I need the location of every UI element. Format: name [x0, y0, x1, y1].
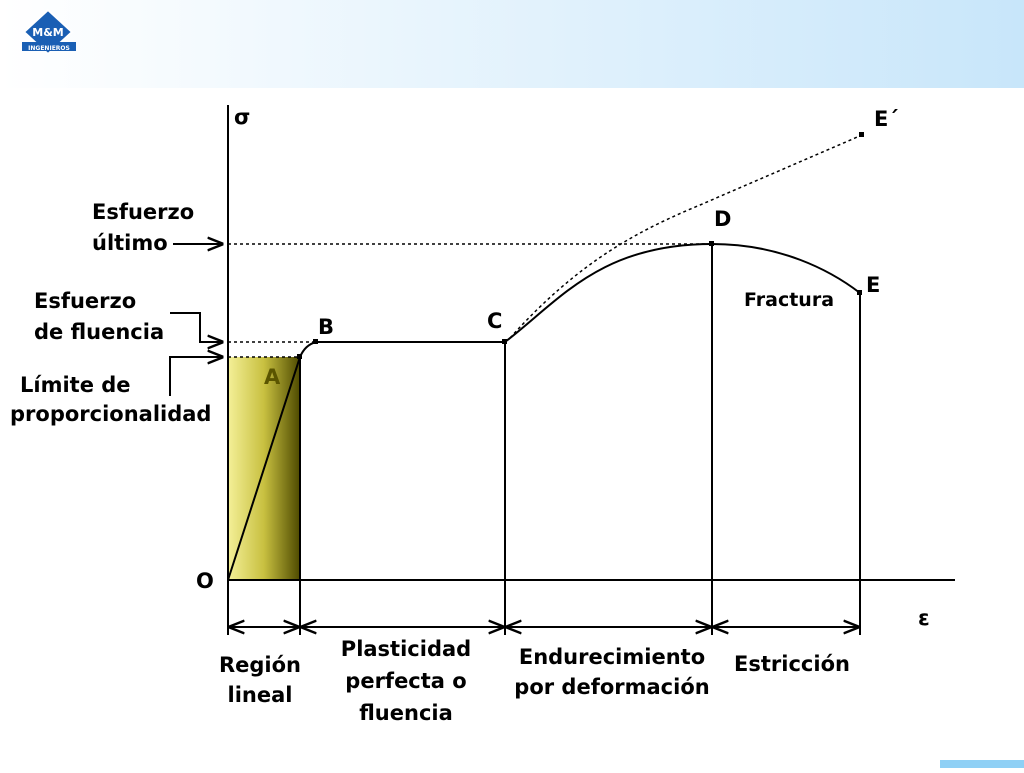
left-label: último — [92, 231, 168, 255]
x-axis-label: ε — [918, 606, 930, 630]
region-label: fluencia — [359, 701, 453, 725]
region-label: Estricción — [734, 652, 850, 676]
footer-bar — [940, 760, 1024, 768]
left-label: Esfuerzo — [34, 289, 136, 313]
point-label: D — [714, 207, 731, 231]
logo-text: M&M — [32, 26, 64, 39]
point-dots — [297, 132, 864, 359]
origin-label: O — [196, 569, 214, 593]
left-label: proporcionalidad — [10, 402, 211, 426]
axes — [227, 105, 955, 635]
region-label: lineal — [228, 683, 293, 707]
y-axis-label: σ — [234, 105, 250, 129]
region-label: por deformación — [514, 675, 709, 699]
region-dividers — [299, 244, 861, 635]
point-label: E — [866, 273, 880, 297]
true-stress-curve — [509, 134, 863, 339]
stress-strain-curve — [227, 242, 861, 581]
fracture-label: Fractura — [744, 289, 834, 311]
point-label: A — [264, 365, 281, 389]
point-label: B — [318, 315, 334, 339]
logo: M&M INGENIEROS — [22, 8, 76, 56]
label-arrows — [169, 244, 222, 396]
left-label: de fluencia — [34, 320, 164, 344]
region-label: Plasticidad — [341, 637, 471, 661]
region-label: perfecta o — [345, 669, 466, 693]
region-label: Endurecimiento — [519, 645, 705, 669]
point-label: E´ — [874, 107, 899, 131]
header — [0, 0, 1024, 88]
guide-lines — [228, 243, 712, 358]
left-label: Esfuerzo — [92, 200, 194, 224]
left-label: Límite de — [20, 373, 131, 397]
point-label: C — [487, 309, 502, 333]
logo-subtitle: INGENIEROS — [28, 45, 70, 52]
region-label: Región — [219, 653, 301, 677]
